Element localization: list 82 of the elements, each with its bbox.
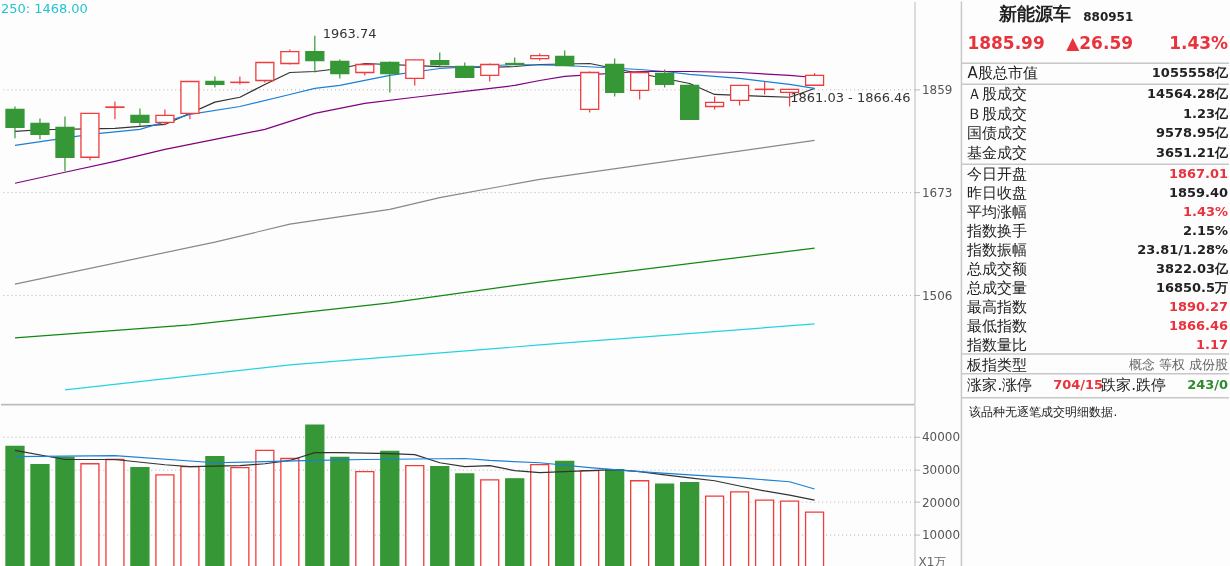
text: 昨日收盘 <box>967 184 1028 203</box>
text: 指数量比 <box>966 335 1028 354</box>
y-tick-label: 1859 <box>922 82 953 97</box>
text: 涨家.涨停 <box>967 375 1033 394</box>
candlestick <box>305 35 325 74</box>
bar <box>505 478 525 566</box>
text: Ｂ股成交 <box>967 105 1028 124</box>
candlestick <box>330 58 350 80</box>
y-tick-label: 1673 <box>922 186 953 201</box>
candlestick <box>255 61 275 84</box>
text: 指数振幅 <box>966 241 1028 260</box>
text: 3822.03亿 <box>1155 261 1229 277</box>
text: 1859.40 <box>1168 185 1228 201</box>
candlestick <box>105 100 125 120</box>
text: 总成交量 <box>966 278 1028 297</box>
candlestick <box>380 60 400 94</box>
candlestick <box>205 75 225 89</box>
candlestick <box>630 70 650 101</box>
text: 880951 <box>1083 10 1134 25</box>
text: 基金成交 <box>967 144 1028 163</box>
text: 概念 等权 成份股 <box>1128 356 1228 372</box>
text: 最低指数 <box>967 316 1028 335</box>
text: 243/0 <box>1187 376 1228 392</box>
line-series <box>64 323 816 391</box>
text: 1.17 <box>1196 336 1228 352</box>
text: 板指类型 <box>966 355 1028 374</box>
text: 国债成交 <box>967 124 1028 143</box>
y-tick-label: 20000 <box>922 495 961 510</box>
bar <box>555 460 575 566</box>
text: 1867.01 <box>1168 166 1228 182</box>
text: 平均涨幅 <box>967 203 1028 222</box>
text: 16850.5万 <box>1155 279 1228 295</box>
text: Ａ股成交 <box>967 85 1028 104</box>
candlestick <box>130 107 150 127</box>
line-series <box>14 247 816 339</box>
text: 1885.99 <box>967 33 1045 54</box>
annotation: 1963.74 <box>322 25 377 41</box>
text: 1.43% <box>1183 204 1228 220</box>
bar <box>430 466 450 566</box>
bar <box>305 424 325 566</box>
candlestick <box>5 105 25 139</box>
text: 该品种无逐笔成交明细数据. <box>969 404 1118 419</box>
candlestick <box>30 117 50 140</box>
bar <box>330 456 350 566</box>
text: 新能源车 <box>998 3 1072 25</box>
text: 1.43% <box>1169 33 1228 54</box>
line-series <box>14 449 816 501</box>
text: 9578.95亿 <box>1155 125 1229 141</box>
text: 23.81/1.28% <box>1137 242 1229 258</box>
text: 3651.21亿 <box>1155 145 1229 161</box>
text: A股总市值 <box>967 64 1038 83</box>
y-tick-label: 30000 <box>922 462 961 477</box>
line-series <box>14 454 816 490</box>
bar <box>5 445 25 566</box>
bar <box>680 482 700 566</box>
text: ▲26.59 <box>1066 33 1133 54</box>
bar <box>605 468 625 566</box>
text: 指数换手 <box>966 222 1028 241</box>
y-tick-label: 40000 <box>922 430 961 445</box>
bar <box>205 455 225 566</box>
text: 14564.28亿 <box>1146 86 1229 102</box>
text: 最高指数 <box>967 297 1028 316</box>
text: 1055558亿 <box>1151 65 1229 81</box>
line-series <box>14 139 816 285</box>
bar <box>655 483 675 566</box>
y-tick-label: 10000 <box>922 528 961 543</box>
text: 今日开盘 <box>967 165 1028 184</box>
bar <box>30 464 50 566</box>
bar <box>130 467 150 566</box>
bar <box>455 473 475 566</box>
y-tick-label: 1506 <box>922 288 953 303</box>
candlestick <box>405 58 425 87</box>
text: 1.23亿 <box>1183 106 1229 122</box>
text: 1890.27 <box>1168 298 1228 314</box>
bar <box>380 450 400 566</box>
annotation: 250: 1468.00 <box>1 1 88 17</box>
text: 总成交额 <box>966 260 1028 279</box>
annotation: 1861.03 - 1866.46 <box>790 90 911 106</box>
text: 1866.46 <box>1168 317 1228 333</box>
candlestick <box>729 84 750 107</box>
bar <box>55 456 75 566</box>
text: 2.15% <box>1183 223 1228 239</box>
